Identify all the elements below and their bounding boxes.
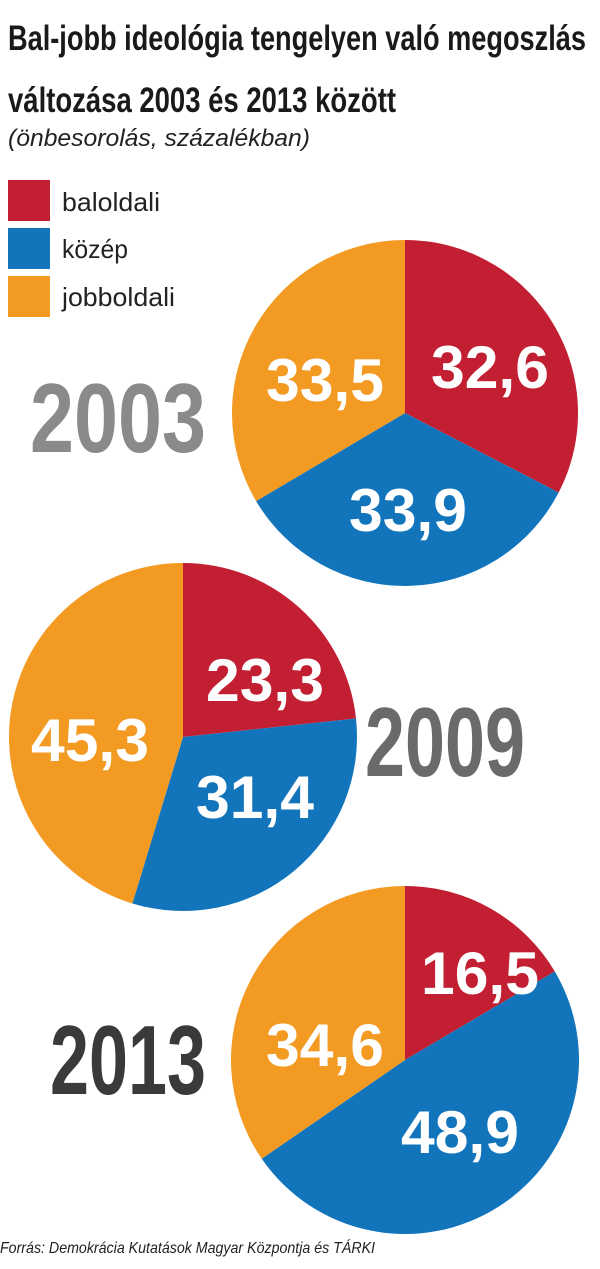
chart-title-line-2: változása 2003 és 2013 között [8, 81, 396, 120]
chart-title-line-1: Bal-jobb ideológia tengelyen való megosz… [8, 19, 586, 58]
data-label-2009-baloldali: 23,3 [206, 647, 324, 714]
legend-swatch-kozep [8, 228, 50, 269]
slice-2013-baloldali [405, 886, 555, 1060]
slice-2009-jobboldali [9, 563, 183, 904]
pie-2003: 32,6 33,9 33,5 2003 [30, 240, 578, 586]
data-label-2003-jobboldali: 33,5 [266, 347, 384, 414]
legend: baloldali közép jobboldali [8, 180, 175, 317]
data-label-2003-baloldali: 32,6 [431, 334, 549, 401]
legend-label-baloldali: baloldali [62, 187, 160, 217]
slice-2013-jobboldali [231, 886, 405, 1159]
slice-2003-baloldali [405, 240, 578, 493]
year-label-2003: 2003 [30, 363, 206, 473]
source-note: Forrás: Demokrácia Kutatások Magyar Közp… [0, 1238, 375, 1257]
legend-label-jobboldali: jobboldali [61, 282, 175, 312]
data-label-2013-jobboldali: 34,6 [266, 1012, 384, 1079]
data-label-2009-kozep: 31,4 [196, 764, 315, 831]
legend-swatch-jobboldali [8, 276, 50, 317]
pie-2009: 23,3 31,4 45,3 2009 [9, 563, 525, 911]
slice-2003-jobboldali [232, 240, 405, 502]
chart-subtitle: (önbesorolás, százalékban) [8, 125, 310, 152]
slice-2009-baloldali [183, 563, 357, 737]
data-label-2003-kozep: 33,9 [349, 477, 467, 544]
slice-2013-kozep [261, 971, 579, 1234]
data-label-2013-baloldali: 16,5 [421, 940, 539, 1007]
legend-label-kozep: közép [62, 234, 128, 264]
data-label-2009-jobboldali: 45,3 [31, 707, 149, 774]
legend-swatch-baloldali [8, 180, 50, 221]
slice-2003-kozep [256, 413, 559, 586]
slice-2009-kozep [132, 718, 357, 911]
pie-2013: 16,5 48,9 34,6 2013 [50, 886, 579, 1234]
data-label-2013-kozep: 48,9 [401, 1099, 519, 1166]
year-label-2013: 2013 [50, 1005, 206, 1115]
year-label-2009: 2009 [365, 687, 525, 797]
